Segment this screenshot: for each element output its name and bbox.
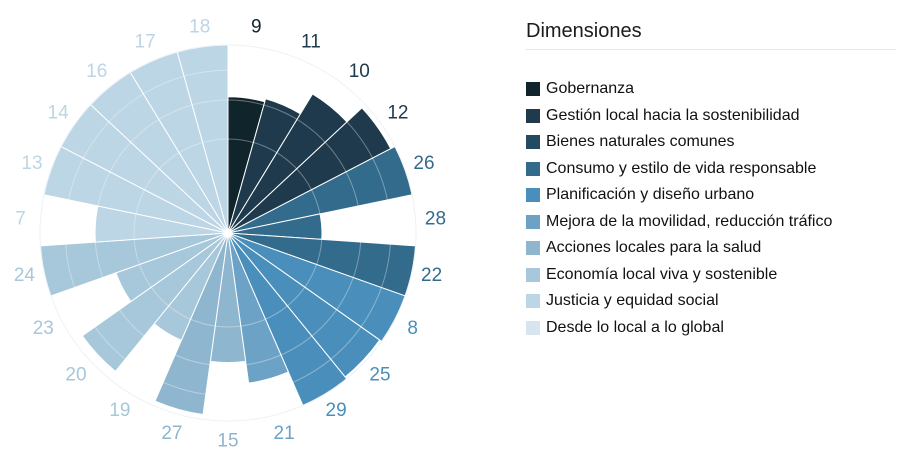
legend-item: Bienes naturales comunes <box>526 129 896 156</box>
legend-swatch <box>526 241 540 256</box>
legend-swatch <box>526 82 540 97</box>
legend-item: Gobernanza <box>526 76 896 103</box>
legend-label: Justicia y equidad social <box>546 292 719 310</box>
legend-item: Mejora de la movilidad, reducción tráfic… <box>526 209 896 236</box>
legend: Dimensiones Gobernanza Gestión local haci… <box>526 20 896 341</box>
sector-label-21: 21 <box>274 423 295 444</box>
legend-swatch <box>526 108 540 123</box>
legend-item: Acciones locales para la salud <box>526 235 896 262</box>
sector-20 <box>81 232 229 373</box>
sector-label-28: 28 <box>425 208 446 229</box>
sector-label-23: 23 <box>33 318 54 339</box>
sector-label-26: 26 <box>413 153 434 174</box>
sector-label-10: 10 <box>349 61 370 82</box>
sector-label-13: 13 <box>21 153 42 174</box>
grid-ring-1 <box>133 138 323 328</box>
legend-swatch <box>526 320 540 335</box>
sector-label-7: 7 <box>15 208 26 229</box>
legend-label: Acciones locales para la salud <box>546 239 762 257</box>
legend-label: Economía local viva y sostenible <box>546 265 778 283</box>
legend-item: Desde lo local a lo global <box>526 315 896 342</box>
sector-label-29: 29 <box>326 400 347 421</box>
grid-ring-outer <box>39 44 417 422</box>
legend-swatch <box>526 214 540 229</box>
sector-label-18: 18 <box>189 16 210 37</box>
legend-items: Gobernanza Gestión local hacia la sosteni… <box>526 76 896 341</box>
sector-label-19: 19 <box>109 400 130 421</box>
grid-ring-3 <box>64 69 392 397</box>
legend-item: Gestión local hacia la sostenibilidad <box>526 103 896 130</box>
sector-label-12: 12 <box>387 103 408 124</box>
sector-label-9: 9 <box>251 16 262 37</box>
legend-item: Planificación y diseño urbano <box>526 182 896 209</box>
legend-label: Bienes naturales comunes <box>546 133 735 151</box>
legend-item: Economía local viva y sostenible <box>526 262 896 289</box>
legend-swatch <box>526 294 540 309</box>
legend-swatch <box>526 267 540 282</box>
grid-ring-2 <box>94 99 362 367</box>
legend-label: Mejora de la movilidad, reducción tráfic… <box>546 212 833 230</box>
sector-label-27: 27 <box>161 423 182 444</box>
sector-label-24: 24 <box>14 265 36 286</box>
sector-21 <box>227 232 290 384</box>
legend-swatch <box>526 135 540 150</box>
legend-swatch <box>526 188 540 203</box>
sector-label-20: 20 <box>65 365 86 386</box>
legend-item: Consumo y estilo de vida responsable <box>526 156 896 183</box>
sector-label-16: 16 <box>86 61 107 82</box>
sector-label-17: 17 <box>135 32 156 53</box>
legend-label: Gobernanza <box>546 80 635 98</box>
sector-label-15: 15 <box>217 431 238 452</box>
legend-swatch <box>526 161 540 176</box>
sector-27 <box>154 232 229 416</box>
sector-label-8: 8 <box>407 318 418 339</box>
sector-label-14: 14 <box>48 103 70 124</box>
sector-label-25: 25 <box>369 365 390 386</box>
legend-title: Dimensiones <box>526 20 896 50</box>
legend-label: Gestión local hacia la sostenibilidad <box>546 106 800 124</box>
sector-label-22: 22 <box>421 265 442 286</box>
legend-label: Planificación y diseño urbano <box>546 186 755 204</box>
polar-chart: 9 11 10 12 26 28 22 8 25 29 21 15 27 19 20 23 24 7 13 14 16 1… <box>14 16 446 452</box>
legend-item: Justicia y equidad social <box>526 288 896 315</box>
sector-label-11: 11 <box>301 32 321 53</box>
legend-label: Consumo y estilo de vida responsable <box>546 159 817 177</box>
legend-label: Desde lo local a lo global <box>546 318 724 336</box>
